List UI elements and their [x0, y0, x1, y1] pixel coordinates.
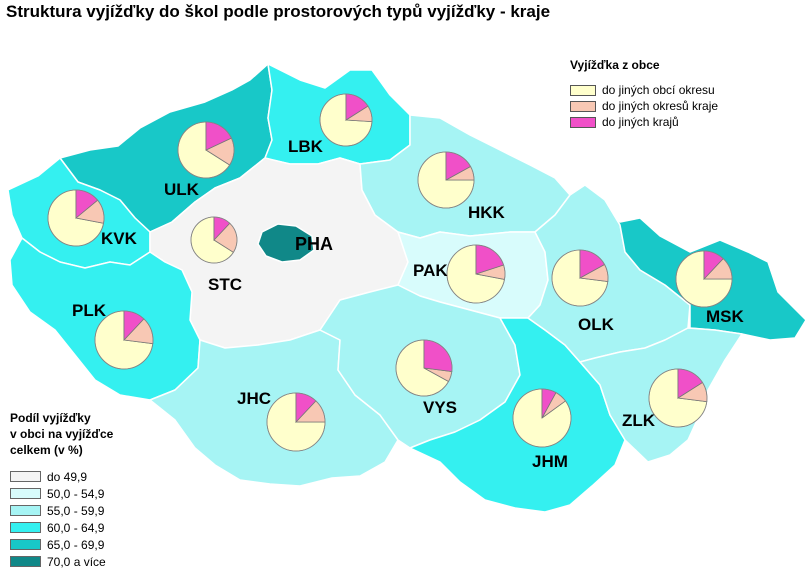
region-label-ZLK: ZLK — [622, 411, 656, 430]
legend-commuting-type: Vyjížďka z obce do jiných obcí okresu do… — [570, 58, 718, 130]
pie-outline — [177, 121, 235, 179]
pie-MSK — [675, 250, 733, 308]
pie-outline — [675, 250, 733, 308]
region-label-STC: STC — [208, 275, 242, 294]
pie-STC — [190, 216, 238, 264]
region-label-HKK: HKK — [468, 203, 506, 222]
legend-class-label: do 49,9 — [47, 469, 88, 484]
pie-LBK — [319, 93, 373, 147]
legend-class-swatch — [10, 522, 41, 533]
legend-item-okres: do jiných obcí okresu — [570, 82, 718, 98]
legend-swatch-jine-kraje — [570, 116, 596, 128]
pie-JHC — [266, 392, 326, 452]
legend-label-jine-kraje: do jiných krajů — [602, 115, 679, 129]
pie-outline — [266, 392, 326, 452]
region-label-ULK: ULK — [164, 180, 200, 199]
legend-class-6: 70,0 a více — [10, 553, 113, 570]
legend-label-kraj: do jiných okresů kraje — [602, 99, 719, 113]
region-label-JHM: JHM — [532, 452, 568, 471]
legend-swatch-kraj — [570, 100, 596, 112]
pie-outline — [446, 244, 506, 304]
legend-class-4: 60,0 - 64,9 — [10, 519, 113, 536]
pie-VYS — [395, 339, 453, 397]
pie-PLK — [94, 310, 154, 370]
region-label-OLK: OLK — [578, 315, 615, 334]
pie-outline — [47, 189, 105, 247]
legend-class-swatch — [10, 471, 41, 482]
legend-class-swatch — [10, 488, 41, 499]
legend-class-1: do 49,9 — [10, 468, 113, 485]
pie-outline — [417, 151, 475, 209]
pie-OLK — [551, 249, 609, 307]
pie-outline — [190, 216, 238, 264]
pie-HKK — [417, 151, 475, 209]
legend-share-classes: Podíl vyjížďky v obci na vyjížďce celkem… — [10, 410, 113, 570]
pie-outline — [395, 339, 453, 397]
legend-commuting-title: Vyjížďka z obce — [570, 58, 660, 72]
pie-PAK — [446, 244, 506, 304]
legend-item-jine-kraje: do jiných krajů — [570, 114, 718, 130]
pie-ZLK — [648, 368, 708, 428]
pie-KVK — [47, 189, 105, 247]
legend-class-2: 50,0 - 54,9 — [10, 485, 113, 502]
pie-outline — [648, 368, 708, 428]
legend-class-swatch — [10, 505, 41, 516]
pie-JHM — [512, 388, 572, 448]
pie-outline — [319, 93, 373, 147]
region-label-MSK: MSK — [706, 307, 745, 326]
legend-swatch-okres — [570, 84, 596, 96]
legend-class-label: 70,0 a více — [47, 554, 106, 569]
legend-label-okres: do jiných obcí okresu — [602, 83, 715, 97]
region-label-PHA: PHA — [295, 234, 333, 254]
legend-share-title-line-3: celkem (v %) — [10, 443, 83, 457]
pie-outline — [512, 388, 572, 448]
map-title: Struktura vyjížďky do škol podle prostor… — [6, 2, 551, 21]
legend-share-title-line-1: Podíl vyjížďky — [10, 411, 91, 425]
region-label-PAK: PAK — [413, 261, 448, 280]
legend-class-label: 60,0 - 64,9 — [47, 520, 105, 535]
pies-layer — [47, 93, 733, 452]
region-label-VYS: VYS — [423, 398, 457, 417]
legend-class-swatch — [10, 556, 41, 567]
pie-outline — [551, 249, 609, 307]
region-PHA[interactable] — [257, 223, 315, 263]
region-label-PLK: PLK — [72, 301, 107, 320]
pie-outline — [94, 310, 154, 370]
region-label-KVK: KVK — [101, 229, 138, 248]
legend-class-swatch — [10, 539, 41, 550]
legend-class-label: 50,0 - 54,9 — [47, 486, 105, 501]
legend-share-title: Podíl vyjížďky v obci na vyjížďce celkem… — [10, 410, 113, 458]
region-label-JHC: JHC — [237, 389, 271, 408]
legend-class-5: 65,0 - 69,9 — [10, 536, 113, 553]
legend-class-3: 55,0 - 59,9 — [10, 502, 113, 519]
region-label-LBK: LBK — [288, 137, 324, 156]
legend-class-label: 55,0 - 59,9 — [47, 503, 105, 518]
legend-class-label: 65,0 - 69,9 — [47, 537, 105, 552]
legend-item-kraj: do jiných okresů kraje — [570, 98, 718, 114]
pie-ULK — [177, 121, 235, 179]
legend-share-title-line-2: v obci na vyjížďce — [10, 427, 114, 441]
labels-layer: PHA STC ULK LBK KVK PLK HKK PAK JHC VYS … — [72, 137, 745, 471]
